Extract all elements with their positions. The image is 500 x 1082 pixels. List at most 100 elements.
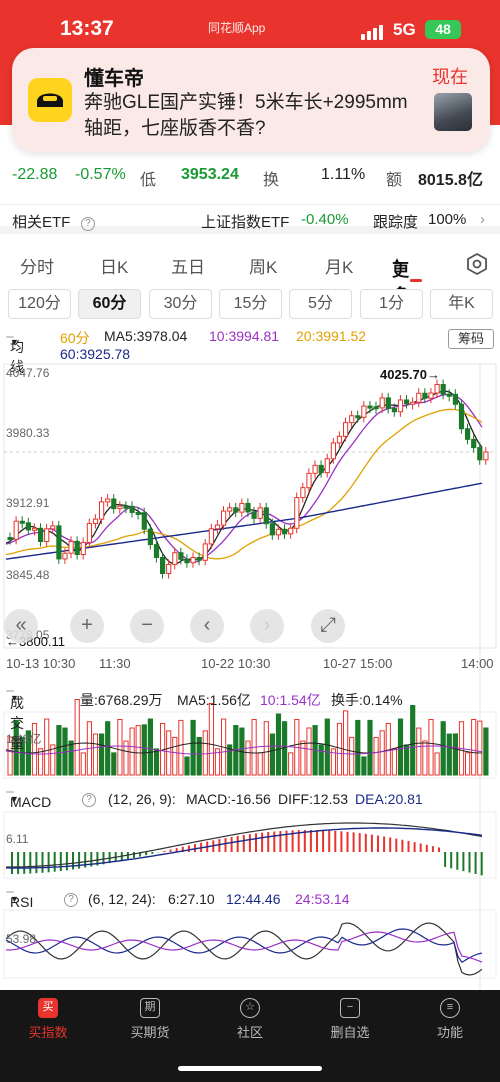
tab-five-day[interactable]: 五日 xyxy=(171,258,205,277)
caret-down-icon: ▼ xyxy=(10,794,19,804)
candle-body xyxy=(422,392,428,399)
related-etf-label: 相关ETF xyxy=(12,214,71,231)
hexagon-settings-icon[interactable] xyxy=(465,252,489,276)
candle-body xyxy=(50,525,56,530)
candle-body xyxy=(343,422,349,437)
etf-index-name: 上证指数ETF xyxy=(201,214,290,231)
x-label-1: 10-13 10:30 xyxy=(6,656,76,671)
track-label: 跟踪度 xyxy=(373,214,419,231)
subtab-yearly[interactable]: 年K xyxy=(430,289,493,319)
candle-body xyxy=(471,438,477,449)
notification-body: 奔驰GLE国产实锤！5米车长+2995mm轴距，七座版香不香? xyxy=(84,92,408,139)
rsi-24: 24:53.14 xyxy=(295,891,350,907)
rsi-indicator-dropdown[interactable]: RSI ▼ xyxy=(6,891,33,910)
main-chart-legend: 均线 ▼ 60分 MA5:3978.04 10:3994.81 20:3991.… xyxy=(0,328,500,375)
candle-body xyxy=(318,464,324,474)
low-value: 3953.24 xyxy=(181,166,239,183)
volume-bar xyxy=(202,730,208,776)
volume-bar xyxy=(68,740,74,776)
candle-body xyxy=(117,505,123,510)
macd-indicator-dropdown[interactable]: MACD ▼ xyxy=(6,791,51,810)
subtab-30m[interactable]: 30分 xyxy=(149,289,212,319)
scroll-left-double-button[interactable]: « xyxy=(4,609,38,643)
status-time: 13:37 xyxy=(60,17,114,40)
turnover-label: 换 xyxy=(263,172,280,189)
high-marker: 4025.70→ xyxy=(380,367,440,382)
candle-body xyxy=(86,522,93,543)
candle-body xyxy=(391,407,397,413)
macd-params: (12, 26, 9): xyxy=(108,791,176,807)
candle-body xyxy=(178,552,184,560)
scroll-right-button[interactable]: › xyxy=(250,609,284,643)
chip-distribution-button[interactable]: 筹码 xyxy=(448,329,494,349)
zoom-out-button[interactable]: − xyxy=(130,609,164,643)
nav-buy-index[interactable]: 买买指数 xyxy=(8,998,88,1041)
tab-monthly[interactable]: 月K xyxy=(325,258,354,277)
volume-indicator-dropdown[interactable]: 成交量 ▼ xyxy=(6,690,24,751)
subtab-60m[interactable]: 60分 xyxy=(78,289,141,319)
candle-body xyxy=(190,557,196,564)
volume-bar xyxy=(300,740,306,776)
main-chart-grid xyxy=(3,363,497,990)
candle-body xyxy=(452,393,458,405)
indicator-dropdown[interactable]: 均线 ▼ xyxy=(6,336,24,375)
candle-body xyxy=(153,544,160,558)
ma60-value: 60:3925.78 xyxy=(60,346,131,362)
volume-bar xyxy=(13,719,19,776)
status-bar: 13:37 同花顺App 5G 48 xyxy=(0,0,500,58)
volume-ma10-line xyxy=(5,745,483,755)
subtab-1m[interactable]: 1分 xyxy=(360,289,423,319)
volume-bar xyxy=(434,752,440,776)
notification-time: 现在 xyxy=(432,67,468,87)
volume-bar xyxy=(343,710,349,776)
nav-buy-futures[interactable]: 期买期货 xyxy=(110,998,190,1041)
volume-bar xyxy=(190,719,196,776)
tab-daily[interactable]: 日K xyxy=(100,258,129,277)
candle-body xyxy=(239,502,245,513)
volume-bar xyxy=(416,727,422,776)
subtab-15m[interactable]: 15分 xyxy=(219,289,282,319)
rsi-6: 6:27.10 xyxy=(168,891,215,907)
volume-bar xyxy=(263,721,269,776)
candle-body xyxy=(483,451,489,461)
chart-canvas[interactable]: 4047.76 3980.33 3912.91 3845.48 3778.05 … xyxy=(0,0,500,990)
nav-community[interactable]: ☆ 社区 xyxy=(210,998,290,1041)
volume-bar xyxy=(428,719,434,776)
zoom-in-button[interactable]: + xyxy=(70,609,104,643)
fullscreen-button[interactable]: ⤢ xyxy=(311,609,345,643)
volume-bar xyxy=(465,752,471,776)
volume-bar xyxy=(44,718,50,776)
etf-row[interactable]: 相关ETF ? 上证指数ETF -0.40% 跟踪度 100% › xyxy=(0,204,500,234)
candle-body xyxy=(38,527,44,542)
volume-bar xyxy=(178,719,184,776)
volume-bar xyxy=(129,727,135,776)
notification-banner[interactable]: 懂车帝 现在 奔驰GLE国产实锤！5米车长+2995mm轴距，七座版香不香? xyxy=(12,48,490,152)
subtab-5m[interactable]: 5分 xyxy=(289,289,352,319)
tab-weekly[interactable]: 周K xyxy=(249,258,278,277)
volume-value: 量:6768.29万 xyxy=(80,692,163,708)
candle-body xyxy=(477,447,483,461)
volume-bar xyxy=(56,725,62,776)
subtab-120m[interactable]: 120分 xyxy=(8,289,71,319)
candle-body xyxy=(312,464,318,474)
volume-bar xyxy=(196,736,202,776)
ma10-value: 10:3994.81 xyxy=(209,328,280,344)
nav-remove-watchlist[interactable]: − 删自选 xyxy=(310,998,390,1041)
volume-bar xyxy=(31,722,38,776)
candle-body xyxy=(160,556,166,575)
volume-ma5-line xyxy=(5,742,483,754)
candle-body xyxy=(74,540,80,556)
candle-body xyxy=(416,392,422,403)
rsi-12: 12:44.46 xyxy=(226,891,281,907)
macd-dea: DEA:20.81 xyxy=(355,791,423,807)
macd-series xyxy=(6,822,483,876)
volume-bar xyxy=(422,740,428,776)
ma5-value: MA5:3978.04 xyxy=(104,328,188,344)
scroll-left-button[interactable]: ‹ xyxy=(190,609,224,643)
candle-body xyxy=(330,442,336,460)
tab-timeshare[interactable]: 分时 xyxy=(20,258,54,277)
nav-functions[interactable]: ≡ 功能 xyxy=(410,998,490,1041)
menu-icon: ≡ xyxy=(440,998,460,1018)
candle-body xyxy=(379,397,385,409)
macd-dea-line xyxy=(6,827,483,869)
